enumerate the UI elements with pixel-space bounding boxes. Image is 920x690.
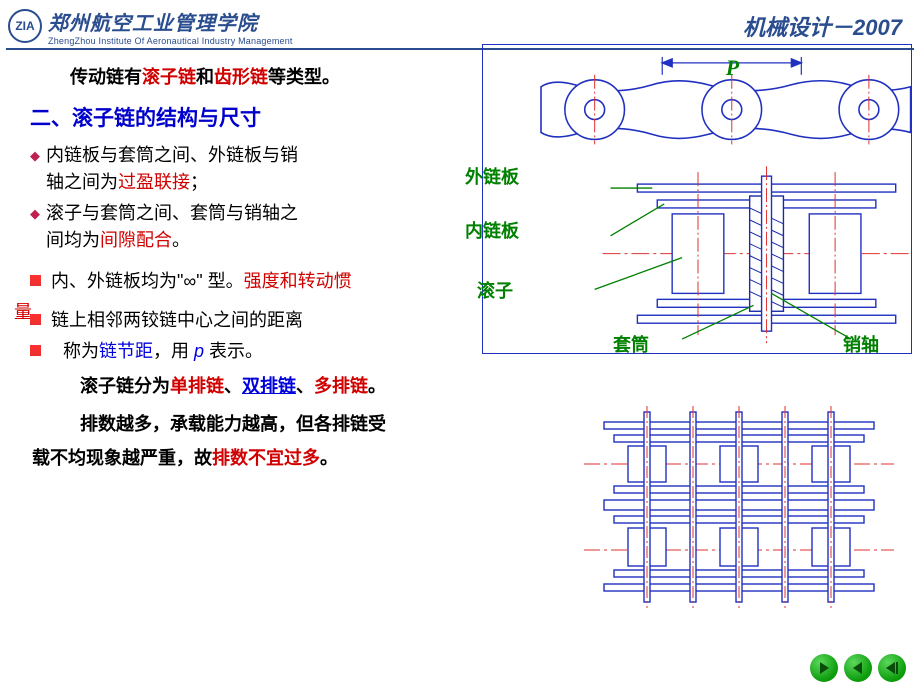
bullet-1: ◆ 内链板与套筒之间、外链板与销 轴之间为过盈联接； <box>0 142 440 196</box>
label-inner-plate: 内链板 <box>465 217 519 243</box>
text: 轴之间为 <box>46 172 118 192</box>
text: 内、外链板均为"∞" 型。 <box>51 271 244 291</box>
text: 载不均现象越严重，故 <box>32 448 212 468</box>
logo-icon: ZIA <box>8 9 42 43</box>
text: 滚子与套筒之间、套筒与销轴之 <box>46 203 298 223</box>
section-title: 二、滚子链的结构与尺寸 <box>0 102 440 132</box>
bullet-3: 内、外链板均为"∞" 型。强度和转动惯 <box>0 268 540 295</box>
label-p: P <box>725 56 740 80</box>
text: ，用 <box>153 341 194 361</box>
diamond-icon: ◆ <box>30 200 46 254</box>
text: 双排链 <box>242 376 296 396</box>
text: p <box>194 341 204 361</box>
text: 单排链 <box>170 376 224 396</box>
line-7a: 排数越多，承载能力越高，但各排链受 <box>0 411 540 439</box>
text: 过盈联接 <box>118 172 190 192</box>
figure-chain-structure: P <box>482 44 912 354</box>
figure-double-chain <box>584 402 894 612</box>
course-title: 机械设计－2007 <box>743 10 902 42</box>
text: 。 <box>172 230 190 250</box>
text: 、 <box>296 376 314 396</box>
intro-line: 传动链有滚子链和齿形链等类型。 <box>0 64 440 92</box>
text: 强度和转动惯 <box>244 271 352 291</box>
text: 间均为 <box>46 230 100 250</box>
bullet-5: 称为链节距，用 p 表示。 <box>0 338 540 365</box>
bullet-4: 链上相邻两铰链中心之间的距离 <box>0 307 540 334</box>
text: 滚子链 <box>142 67 196 87</box>
text: ； <box>190 172 208 192</box>
text: 多排链 <box>314 376 368 396</box>
nav-buttons <box>810 654 906 682</box>
text: 、 <box>224 376 242 396</box>
text: 链上相邻两铰链中心之间的距离 <box>51 310 303 330</box>
label-outer-plate: 外链板 <box>465 163 519 189</box>
text: 内链板与套筒之间、外链板与销 <box>46 145 298 165</box>
header: ZIA 郑州航空工业管理学院 ZhengZhou Institute Of Ae… <box>0 0 920 48</box>
text: 排数不宜过多 <box>212 448 320 468</box>
nav-last-button[interactable] <box>878 654 906 682</box>
text: 表示。 <box>204 341 263 361</box>
line-6: 滚子链分为单排链、双排链、多排链。 <box>0 373 540 401</box>
line-7b: 载不均现象越严重，故排数不宜过多。 <box>0 445 540 473</box>
text: 齿形链 <box>214 67 268 87</box>
square-icon <box>30 314 41 325</box>
text: 和 <box>196 67 214 87</box>
text: 链节距 <box>99 341 153 361</box>
text: 称为 <box>63 341 99 361</box>
text: 间隙配合 <box>100 230 172 250</box>
label-pin: 销轴 <box>843 331 879 357</box>
logo-block: ZIA 郑州航空工业管理学院 ZhengZhou Institute Of Ae… <box>8 7 293 46</box>
bullet-2: ◆ 滚子与套筒之间、套筒与销轴之 间均为间隙配合。 <box>0 200 440 254</box>
square-icon <box>30 275 41 286</box>
label-sleeve: 套筒 <box>613 331 649 357</box>
text: 滚子链分为 <box>80 376 170 396</box>
diamond-icon: ◆ <box>30 142 46 196</box>
label-roller: 滚子 <box>477 277 513 303</box>
nav-prev-button[interactable] <box>844 654 872 682</box>
text: 传动链有 <box>70 67 142 87</box>
text: 。 <box>368 376 386 396</box>
text: 。 <box>320 448 338 468</box>
nav-next-button[interactable] <box>810 654 838 682</box>
square-icon <box>30 345 41 356</box>
text: 等类型。 <box>268 67 340 87</box>
university-name-cn: 郑州航空工业管理学院 <box>48 7 293 36</box>
university-name-en: ZhengZhou Institute Of Aeronautical Indu… <box>48 36 293 46</box>
